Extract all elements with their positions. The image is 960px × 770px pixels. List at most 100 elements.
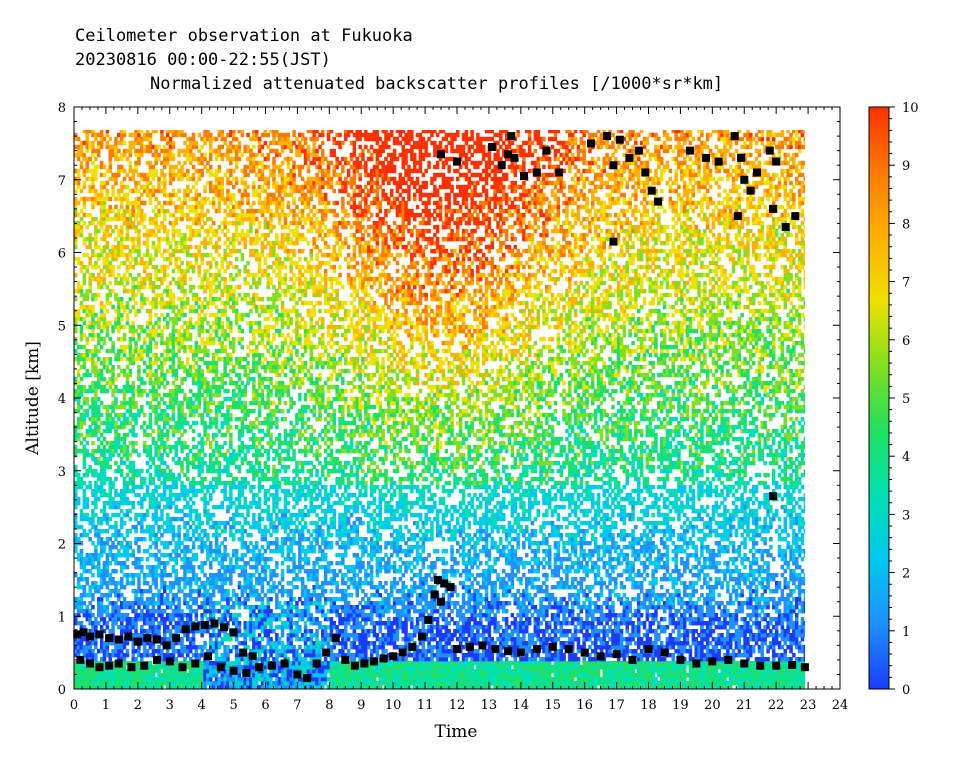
heatmap-cell <box>108 260 112 266</box>
heatmap-cell <box>232 448 236 454</box>
heatmap-cell <box>243 384 247 390</box>
heatmap-cell <box>220 152 224 158</box>
heatmap-cell <box>163 236 167 242</box>
heatmap-cell <box>220 593 224 598</box>
heatmap-cell <box>188 480 193 486</box>
heatmap-cell <box>105 440 110 446</box>
heatmap-cell <box>246 633 250 638</box>
heatmap-cell <box>160 376 164 382</box>
heatmap-cell <box>177 613 181 618</box>
heatmap-cell <box>76 228 81 234</box>
heatmap-cell <box>85 160 89 166</box>
heatmap-cell <box>200 605 204 610</box>
heatmap-cell <box>217 681 222 686</box>
heatmap-cell <box>194 456 199 462</box>
heatmap-cell <box>148 589 153 594</box>
heatmap-cell <box>131 244 135 250</box>
heatmap-cell <box>174 164 178 170</box>
heatmap-cell <box>243 629 247 634</box>
heatmap-cell <box>191 164 196 170</box>
heatmap-cell <box>102 220 107 226</box>
heatmap-cell <box>154 685 158 689</box>
heatmap-cell <box>137 212 141 218</box>
heatmap-cell <box>174 336 178 342</box>
heatmap-cell <box>191 673 196 678</box>
heatmap-cell <box>232 232 236 238</box>
heatmap-cell <box>74 348 78 354</box>
heatmap-cell <box>134 284 138 290</box>
heatmap-cell <box>97 677 101 682</box>
heatmap-cell <box>194 673 199 678</box>
heatmap-cell <box>128 541 133 546</box>
heatmap-cell <box>197 440 201 446</box>
heatmap-cell <box>114 356 118 362</box>
heatmap-cell <box>229 472 233 478</box>
heatmap-cell <box>237 148 242 154</box>
heatmap-cell <box>131 188 135 194</box>
heatmap-cell <box>206 348 210 354</box>
heatmap-cell <box>151 232 156 238</box>
heatmap-cell <box>183 577 187 582</box>
heatmap-cell <box>188 324 193 330</box>
heatmap-cell <box>114 589 118 594</box>
heatmap-cell <box>203 681 207 686</box>
heatmap-cell <box>177 537 181 542</box>
heatmap-cell <box>76 432 81 438</box>
heatmap-cell <box>226 669 230 674</box>
heatmap-cell <box>163 424 167 430</box>
heatmap-cell <box>82 332 87 338</box>
heatmap-cell <box>102 593 107 598</box>
heatmap-cell <box>157 504 161 510</box>
heatmap-cell <box>145 344 150 350</box>
heatmap-cell <box>157 376 161 382</box>
heatmap-cell <box>206 388 210 394</box>
heatmap-cell <box>171 360 176 366</box>
heatmap-cell <box>237 212 242 218</box>
heatmap-cell <box>99 300 104 306</box>
heatmap-cell <box>142 605 147 610</box>
heatmap-cell <box>209 685 213 689</box>
heatmap-cell <box>177 625 181 630</box>
heatmap-cell <box>226 460 230 466</box>
heatmap-cell <box>229 140 233 146</box>
heatmap-cell <box>160 677 164 682</box>
heatmap-cell <box>209 216 213 222</box>
heatmap-cell <box>120 629 124 634</box>
heatmap-cell <box>148 252 153 258</box>
heatmap-cell <box>160 681 164 686</box>
heatmap-cell <box>76 212 81 218</box>
heatmap-cell <box>111 625 115 630</box>
heatmap-cell <box>203 268 207 274</box>
heatmap-cell <box>209 665 213 670</box>
heatmap-cell <box>203 276 207 282</box>
heatmap-cell <box>165 496 170 502</box>
heatmap-cell <box>76 557 81 562</box>
heatmap-cell <box>111 388 115 394</box>
heatmap-cell <box>154 388 158 394</box>
heatmap-cell <box>163 484 167 490</box>
heatmap-cell <box>128 408 133 414</box>
heatmap-cell <box>102 260 107 266</box>
heatmap-cell <box>151 617 156 622</box>
heatmap-cell <box>122 488 127 494</box>
heatmap-cell <box>237 272 242 278</box>
heatmap-cell <box>211 200 216 206</box>
heatmap-cell <box>243 665 247 670</box>
heatmap-cell <box>94 533 98 538</box>
heatmap-cell <box>174 452 178 458</box>
heatmap-cell <box>188 649 193 654</box>
heatmap-cell <box>226 553 230 558</box>
heatmap-cell <box>232 304 236 310</box>
heatmap-cell <box>142 480 147 486</box>
heatmap-cell <box>177 412 181 418</box>
heatmap-cell <box>114 152 118 158</box>
heatmap-cell <box>108 208 112 214</box>
heatmap-cell <box>223 360 227 366</box>
heatmap-cell <box>223 545 227 550</box>
heatmap-cell <box>165 504 170 510</box>
heatmap-cell <box>206 545 210 550</box>
heatmap-cell <box>157 468 161 474</box>
heatmap-cell <box>94 617 98 622</box>
heatmap-cell <box>160 480 164 486</box>
heatmap-cell <box>82 316 87 322</box>
